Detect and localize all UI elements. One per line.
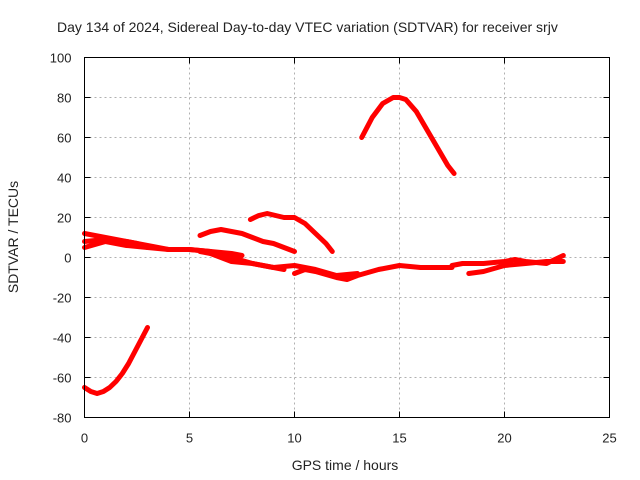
- plot-frame: [84, 57, 610, 418]
- series-arc-9: [359, 95, 457, 176]
- series-arc-7: [197, 249, 287, 272]
- y-tick-label: -80: [53, 411, 72, 426]
- axis-ticks: 0 5 10 15 20 25 -80 -60 -40 -20 0 20 40 60 80 100: [50, 51, 617, 446]
- x-tick-label: 10: [287, 431, 301, 446]
- x-tick-label: 20: [497, 431, 511, 446]
- y-tick-label: -20: [53, 291, 72, 306]
- y-tick-label: 60: [57, 131, 71, 146]
- series-arc-6: [247, 211, 335, 254]
- x-tick-label: 0: [81, 431, 88, 446]
- x-tick-label: 5: [186, 431, 193, 446]
- y-tick-label: -60: [53, 371, 72, 386]
- chart-title: Day 134 of 2024, Sidereal Day-to-day VTE…: [57, 19, 558, 35]
- y-tick-label: 20: [57, 211, 71, 226]
- series-layer: [82, 95, 566, 396]
- y-tick-label: 100: [50, 51, 72, 66]
- x-tick-label: 25: [602, 431, 616, 446]
- x-tick-label: 15: [392, 431, 406, 446]
- x-axis-label: GPS time / hours: [292, 457, 399, 473]
- series-arc-11: [466, 259, 566, 276]
- y-tick-label: 80: [57, 91, 71, 106]
- y-axis-label: SDTVAR / TECUs: [5, 181, 21, 293]
- y-tick-label: 40: [57, 171, 71, 186]
- grid-lines: [84, 57, 610, 418]
- y-tick-label: -40: [53, 331, 72, 346]
- series-arc-5: [197, 227, 297, 254]
- y-tick-label: 0: [64, 251, 71, 266]
- series-arc-1: [82, 325, 150, 396]
- series-arc-8: [292, 263, 455, 282]
